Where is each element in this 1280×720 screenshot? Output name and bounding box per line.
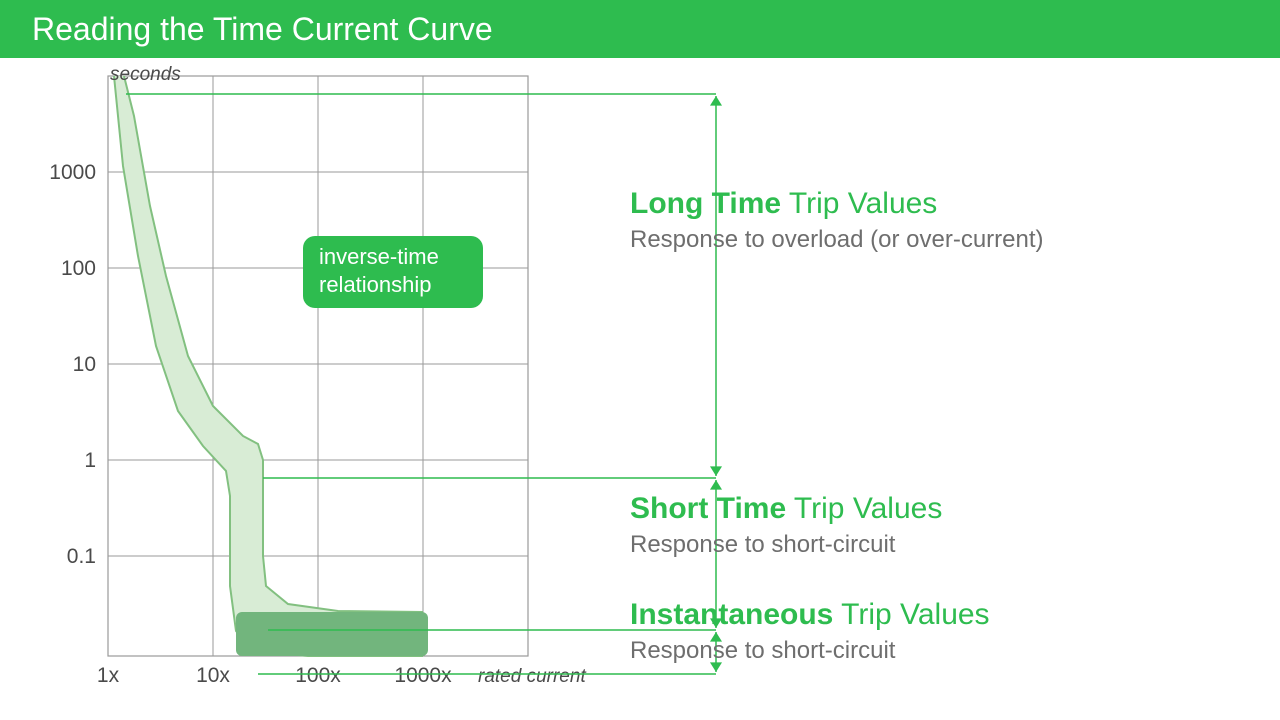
page-title: Reading the Time Current Curve	[32, 11, 493, 48]
y-tick-label: 1000	[49, 161, 96, 184]
section-title: Long Time Trip Values	[630, 187, 937, 220]
instantaneous-region	[236, 612, 428, 656]
section-subtitle: Response to short-circuit	[630, 531, 896, 558]
y-tick-label: 100	[61, 257, 96, 280]
y-axis-title: seconds	[110, 64, 181, 85]
section-title: Short Time Trip Values	[630, 492, 942, 525]
section-title: Instantaneous Trip Values	[630, 598, 990, 631]
x-axis-title: rated current	[478, 666, 586, 687]
x-tick-label: 100x	[295, 664, 341, 687]
time-current-chart: inverse-time relationship 1x 10x 100x 1000x ra…	[0, 58, 1280, 720]
page-header: Reading the Time Current Curve	[0, 0, 1280, 58]
callout-text: relationship	[319, 272, 432, 297]
y-tick-label: 0.1	[67, 545, 96, 568]
trip-curve-band	[114, 76, 423, 656]
x-tick-label: 1x	[97, 664, 120, 687]
y-tick-label: 10	[73, 353, 96, 376]
content-area: inverse-time relationship 1x 10x 100x 1000x ra…	[0, 58, 1280, 720]
y-tick-label: 1	[84, 449, 96, 472]
callout-text: inverse-time	[319, 244, 439, 269]
section-subtitle: Response to short-circuit	[630, 637, 896, 664]
x-tick-label: 10x	[196, 664, 230, 687]
x-tick-label: 1000x	[394, 664, 452, 687]
section-subtitle: Response to overload (or over-current)	[630, 226, 1044, 253]
